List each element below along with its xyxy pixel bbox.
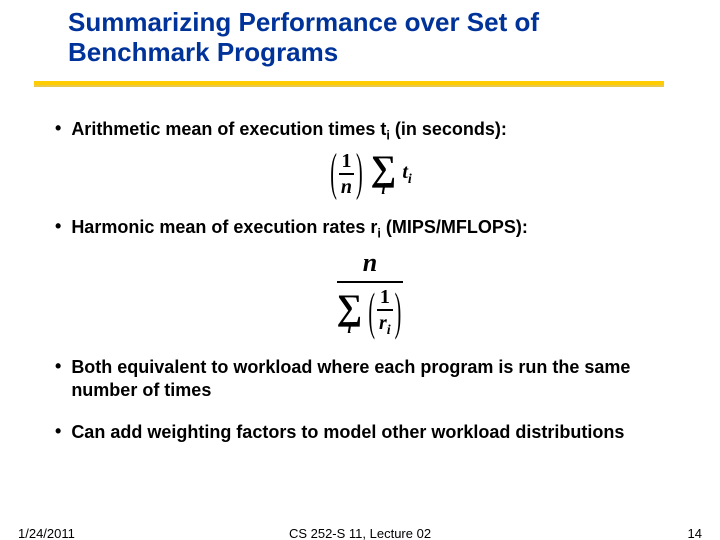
bullet-dot: • [55, 118, 61, 139]
title-block: Summarizing Performance over Set of Benc… [68, 8, 668, 68]
bullet-text: Can add weighting factors to model other… [71, 421, 685, 444]
hm-numerator: n [363, 249, 377, 282]
bullet-dot: • [55, 356, 61, 377]
footer-course: CS 252-S 11, Lecture 02 [0, 526, 720, 540]
term-ti: ti [402, 161, 411, 188]
ti-i: i [408, 172, 412, 187]
sigma-sub: i [381, 182, 385, 198]
footer-page: 14 [688, 526, 702, 540]
hm-denominator: ∑ i ( 1 ri ) [337, 283, 404, 338]
sigma-i-2: ∑ i [337, 289, 363, 337]
frac-den: ri [377, 309, 393, 338]
slide-title: Summarizing Performance over Set of Benc… [68, 8, 668, 68]
bullet-arithmetic-mean: • Arithmetic mean of execution times ti … [55, 118, 685, 144]
rparen-icon: ) [393, 302, 404, 324]
ri-i: i [387, 323, 391, 338]
ri-r: r [379, 312, 387, 334]
bullet-dot: • [55, 421, 61, 442]
sigma-i: ∑ i [371, 150, 397, 198]
formula-arithmetic-mean: ( 1 n ) ∑ i ti [55, 150, 685, 198]
content-area: • Arithmetic mean of execution times ti … [55, 118, 685, 450]
rparen-icon: ) [354, 163, 365, 186]
bullet2-pre: Harmonic mean of execution rates r [71, 217, 377, 237]
formula-harmonic-mean: n ∑ i ( 1 ri ) [55, 249, 685, 339]
frac-num: 1 [339, 151, 353, 173]
fraction-1-over-ri: 1 ri [377, 287, 393, 338]
bullet-equivalent-workload: • Both equivalent to workload where each… [55, 356, 685, 401]
slide: Summarizing Performance over Set of Benc… [0, 0, 720, 540]
bullet-harmonic-mean: • Harmonic mean of execution rates ri (M… [55, 216, 685, 242]
bullet-text: Harmonic mean of execution rates ri (MIP… [71, 216, 685, 242]
title-underline-shadow [34, 85, 664, 87]
bullet-weighting-factors: • Can add weighting factors to model oth… [55, 421, 685, 444]
bullet2-post: (MIPS/MFLOPS): [381, 217, 528, 237]
bullet-text: Arithmetic mean of execution times ti (i… [71, 118, 685, 144]
bullet1-pre: Arithmetic mean of execution times t [71, 119, 386, 139]
frac-num: 1 [378, 287, 392, 309]
bullet1-post: (in seconds): [390, 119, 507, 139]
lparen-icon: ( [328, 163, 339, 186]
bullet-dot: • [55, 216, 61, 237]
sigma-sub: i [347, 321, 351, 337]
frac-den: n [339, 173, 354, 197]
bullet-text: Both equivalent to workload where each p… [71, 356, 685, 401]
fraction-1-over-n: 1 n [339, 151, 354, 197]
lparen-icon: ( [366, 302, 377, 324]
